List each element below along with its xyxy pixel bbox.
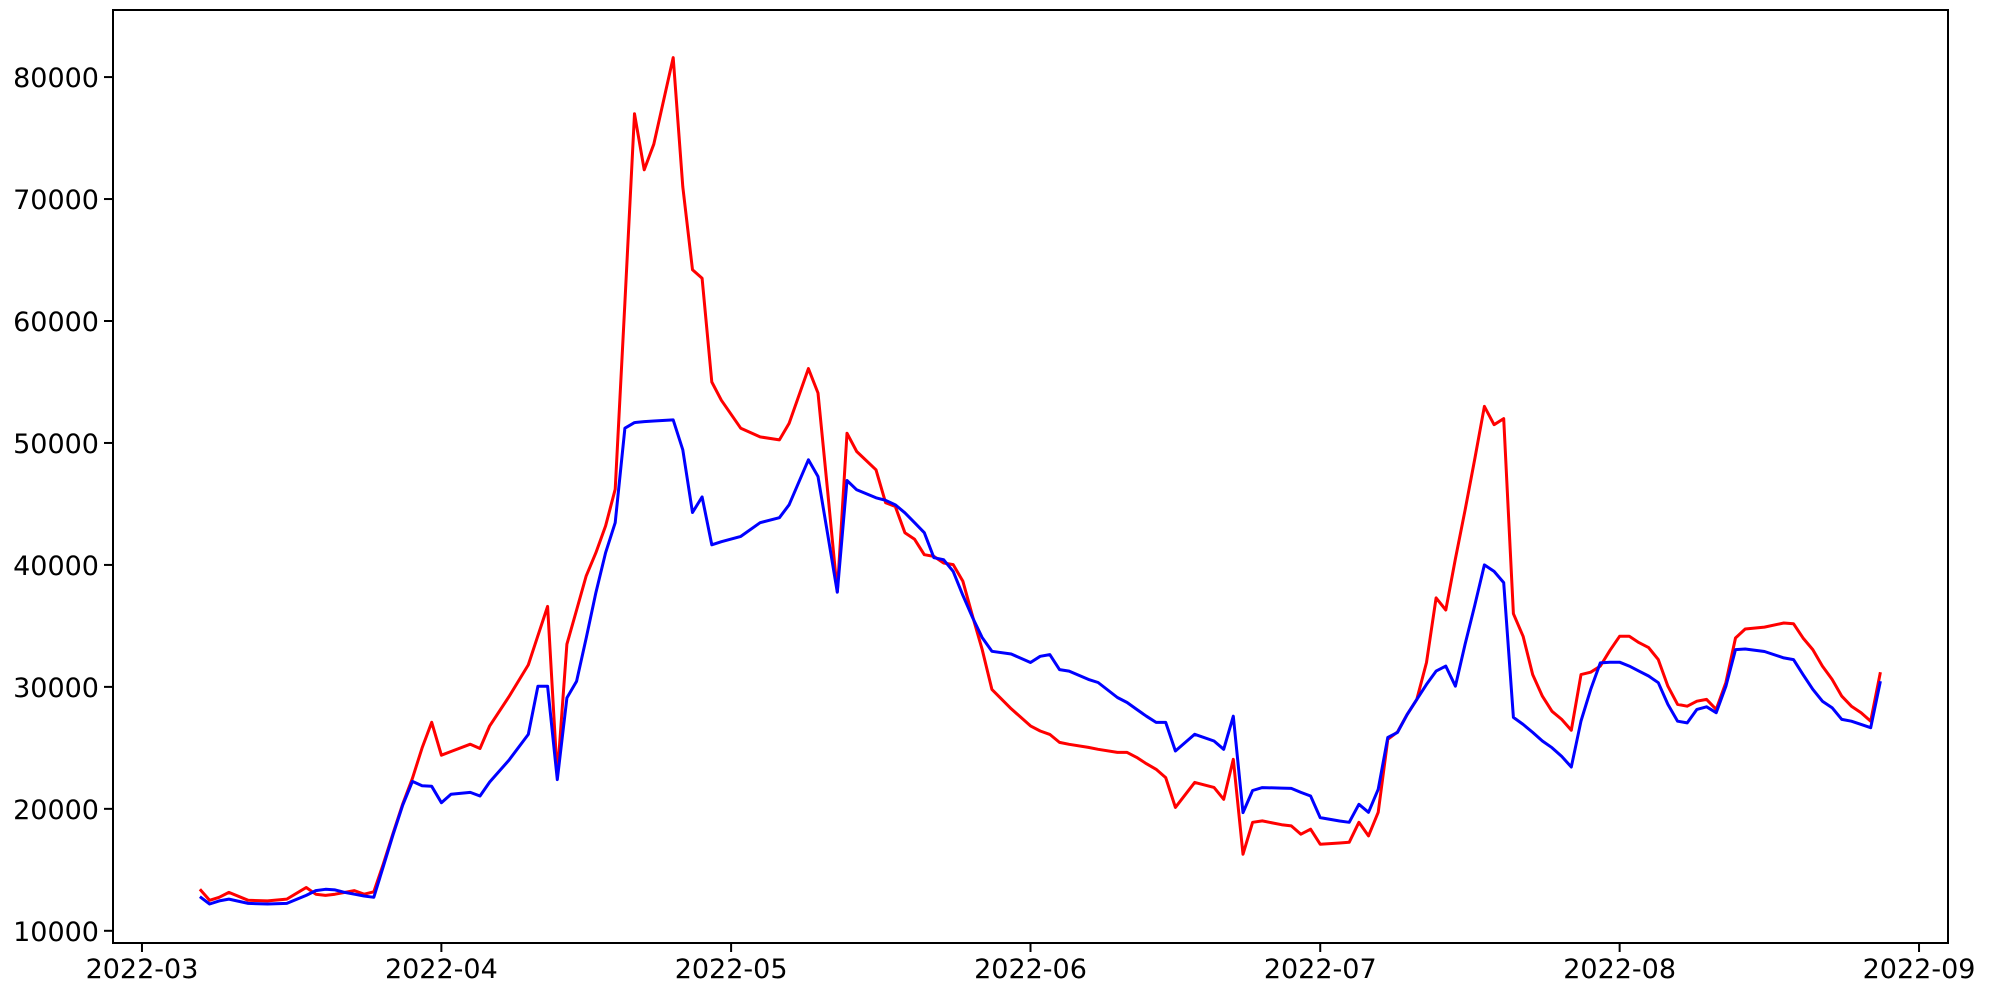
blue-series-line [198, 418, 1882, 906]
x-tick-label: 2022-06 [974, 954, 1087, 985]
x-tick-label: 2022-05 [675, 954, 788, 985]
x-tick-label: 2022-08 [1563, 954, 1676, 985]
x-tick-label: 2022-03 [86, 954, 199, 985]
y-tick-label: 20000 [13, 795, 99, 826]
y-tick-label: 70000 [13, 185, 99, 216]
x-tick-label: 2022-07 [1264, 954, 1377, 985]
y-tick-label: 30000 [13, 673, 99, 704]
axes-ticks-layer: 2022-03 2022-04 2022-05 2022-06 2022-07 2022-… [13, 63, 1975, 985]
y-tick-label: 60000 [13, 307, 99, 338]
red-series-line [198, 56, 1882, 903]
x-tick-label: 2022-09 [1863, 954, 1976, 985]
series-layer [198, 56, 1882, 906]
x-tick-label: 2022-04 [385, 954, 498, 985]
y-tick-label: 80000 [13, 63, 99, 94]
y-tick-label: 40000 [13, 551, 99, 582]
y-tick-label: 10000 [13, 917, 99, 948]
plot-frame [112, 9, 1949, 944]
y-tick-label: 50000 [13, 429, 99, 460]
